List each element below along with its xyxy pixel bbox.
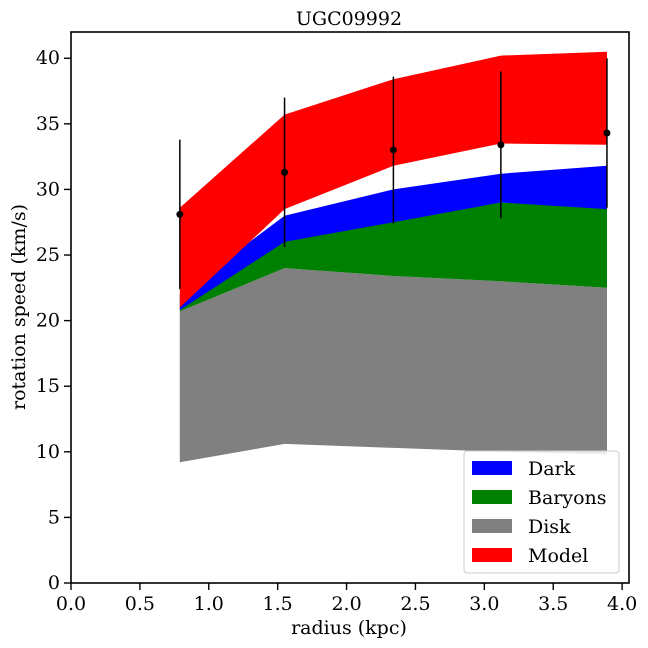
data-point — [497, 141, 505, 149]
legend-swatch — [472, 461, 512, 475]
legend-label: Baryons — [528, 487, 607, 509]
x-tick-label: 0.5 — [125, 593, 155, 615]
data-point — [281, 168, 289, 176]
y-axis-label: rotation speed (km/s) — [8, 204, 30, 410]
y-tick-label: 15 — [36, 375, 60, 397]
y-tick-label: 25 — [36, 244, 60, 266]
legend-swatch — [472, 490, 512, 504]
legend-label: Disk — [528, 516, 571, 538]
x-tick-label: 0.0 — [56, 593, 86, 615]
x-tick-label: 4.0 — [607, 593, 637, 615]
disk-band — [179, 268, 608, 463]
y-tick-label: 30 — [36, 178, 60, 200]
data-point — [389, 146, 397, 154]
data-point — [176, 210, 184, 218]
y-tick-label: 20 — [36, 310, 60, 332]
baryons-band — [179, 202, 608, 312]
y-tick-label: 40 — [36, 47, 60, 69]
legend-label: Model — [528, 545, 588, 567]
y-axis-ticks: 0 5 10 15 20 25 30 35 40 — [36, 47, 71, 594]
x-tick-label: 3.5 — [538, 593, 568, 615]
x-axis-ticks: 0.0 0.5 1.0 1.5 2.0 2.5 3.0 3.5 4.0 — [56, 583, 637, 615]
data-point — [603, 129, 611, 137]
y-tick-label: 10 — [36, 441, 60, 463]
plot-frame — [70, 31, 630, 584]
x-tick-label: 3.0 — [469, 593, 499, 615]
chart-title: UGC09992 — [296, 8, 402, 30]
error-bars-layer — [176, 58, 611, 290]
legend-box — [463, 450, 620, 574]
x-tick-label: 2.0 — [331, 593, 361, 615]
legend-label: Dark — [528, 458, 576, 480]
y-tick-label: 5 — [48, 506, 60, 528]
x-tick-label: 1.5 — [263, 593, 293, 615]
y-tick-label: 0 — [48, 572, 60, 594]
legend-swatch — [472, 519, 512, 533]
x-axis-label: radius (kpc) — [291, 617, 407, 639]
x-tick-label: 1.0 — [194, 593, 224, 615]
x-tick-label: 2.5 — [400, 593, 430, 615]
legend-swatch — [472, 548, 512, 562]
legend: Dark Baryons Disk Model — [463, 450, 620, 574]
y-tick-label: 35 — [36, 113, 60, 135]
